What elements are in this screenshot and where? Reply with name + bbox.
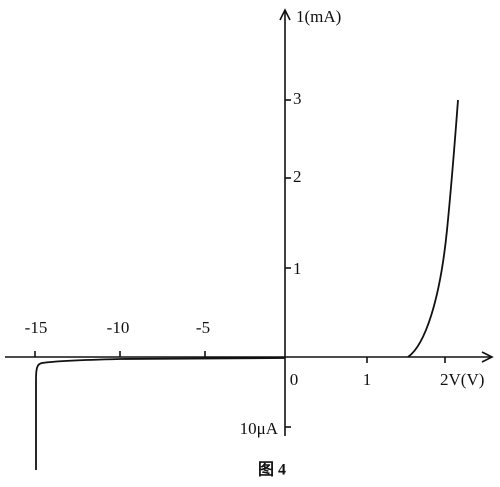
x-axis-label: 2V(V) — [440, 370, 484, 389]
reverse-curve — [35, 357, 286, 470]
y-tick-label: 2 — [293, 167, 302, 186]
y-tick-label: 10μA — [240, 419, 279, 438]
x-arrow — [481, 351, 494, 363]
y-arrow — [279, 8, 291, 21]
x-tick-label: 1 — [363, 370, 372, 389]
y-tick-label: 1 — [293, 259, 302, 278]
x-tick-label: -15 — [25, 318, 48, 337]
y-axis-label: 1(mA) — [296, 7, 341, 26]
y-tick-label: 3 — [293, 89, 302, 108]
ticks — [34, 99, 446, 428]
forward-curve — [407, 99, 459, 358]
x-tick-label: -10 — [107, 318, 130, 337]
x-tick-label: -5 — [196, 318, 210, 337]
x-tick-label: 0 — [290, 370, 299, 389]
caption: 图 4 — [258, 461, 286, 479]
